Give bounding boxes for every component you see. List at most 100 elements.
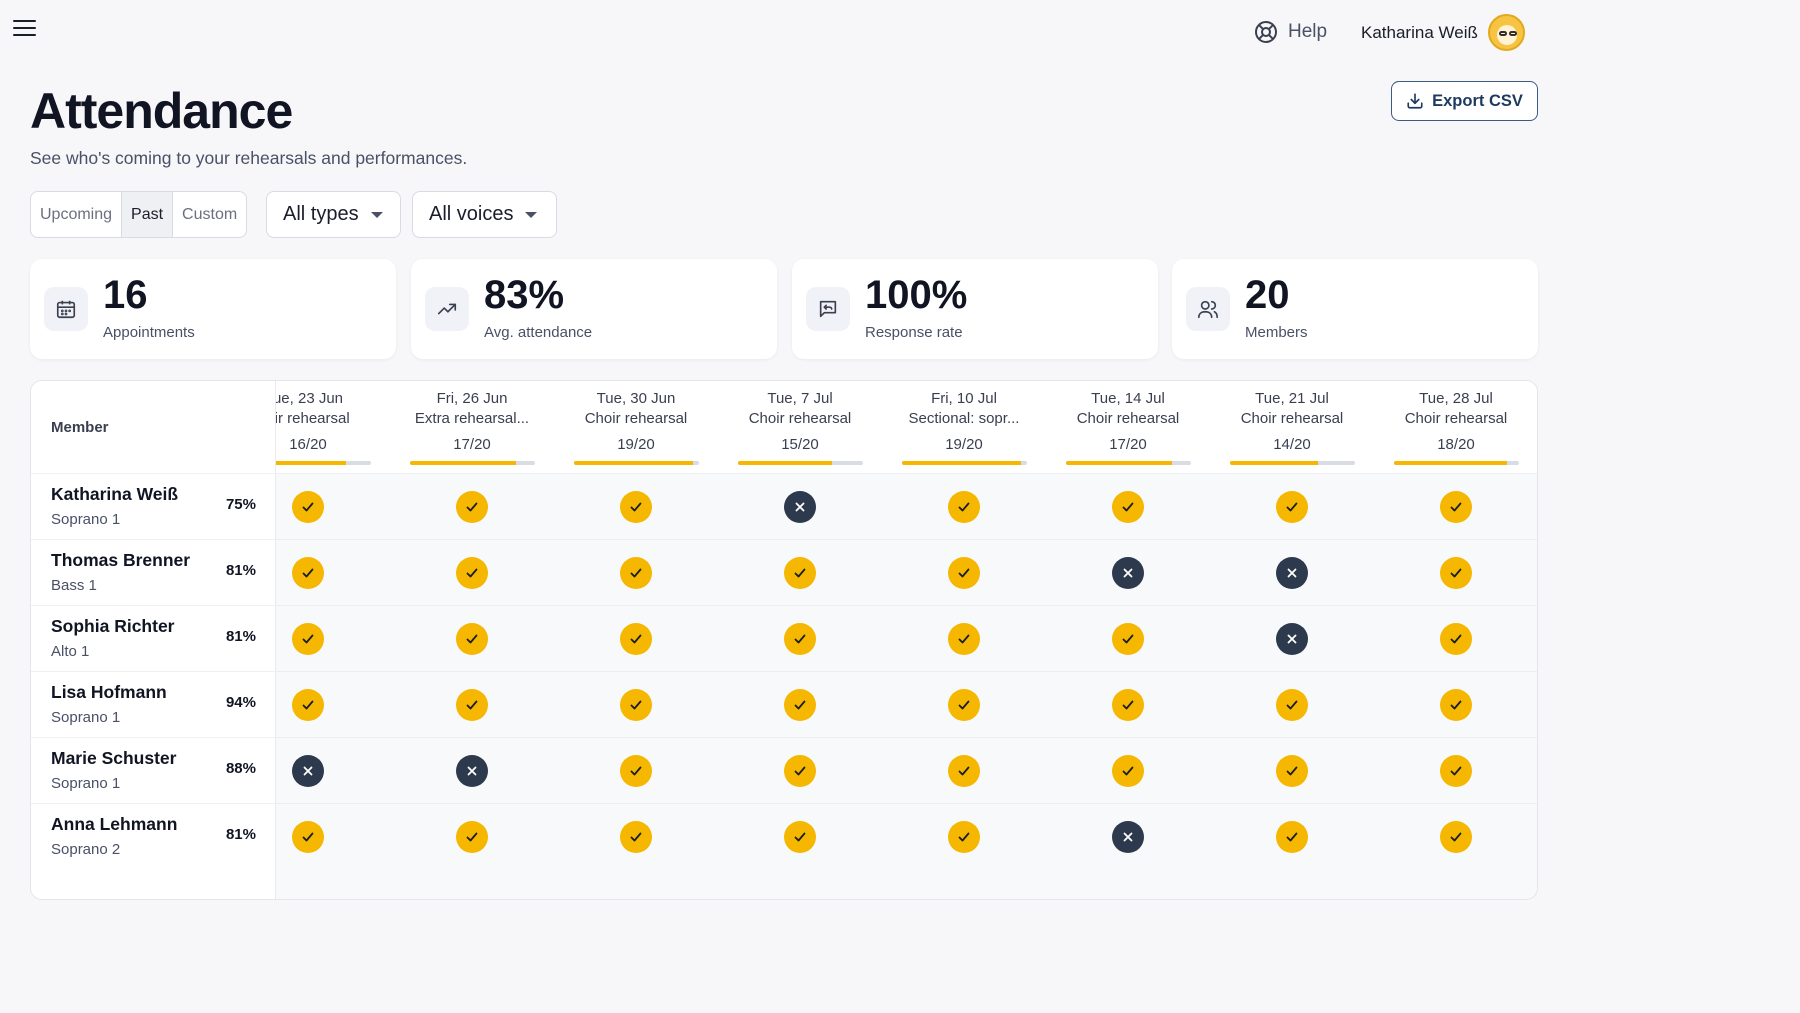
attendance-grid[interactable]: ue, 23 Jun oir rehearsal 16/20 Fri, 26 Jun E… [276,381,1537,899]
present-check-icon[interactable] [292,821,324,853]
event-count: 19/20 [617,436,655,453]
menu-icon[interactable] [13,20,36,38]
present-check-icon[interactable] [456,689,488,721]
present-check-icon[interactable] [292,689,324,721]
progress-fill [1394,461,1507,465]
present-check-icon[interactable] [784,623,816,655]
member-row[interactable]: Thomas Brenner Bass 1 81% [31,539,276,605]
event-date: Tue, 14 Jul [1091,390,1165,407]
stat-label: Members [1245,324,1308,341]
present-check-icon[interactable] [1276,755,1308,787]
present-check-icon[interactable] [1276,821,1308,853]
event-column-header[interactable]: Tue, 7 Jul Choir rehearsal 15/20 [718,381,882,473]
present-check-icon[interactable] [948,557,980,589]
tab-past[interactable]: Past [121,192,174,237]
present-check-icon[interactable] [948,623,980,655]
absent-x-icon[interactable] [1112,557,1144,589]
present-check-icon[interactable] [292,557,324,589]
present-check-icon[interactable] [620,755,652,787]
tab-upcoming[interactable]: Upcoming [40,206,113,223]
present-check-icon[interactable] [1112,689,1144,721]
event-column-header[interactable]: Tue, 30 Jun Choir rehearsal 19/20 [554,381,718,473]
attendance-progress-bar [1230,461,1355,465]
member-name: Lisa Hofmann [51,682,167,702]
present-check-icon[interactable] [620,821,652,853]
progress-fill [410,461,517,465]
export-csv-button[interactable]: Export CSV [1391,81,1538,121]
present-check-icon[interactable] [620,623,652,655]
attendance-row [276,803,1537,870]
present-check-icon[interactable] [1440,491,1472,523]
present-check-icon[interactable] [1112,491,1144,523]
user-menu[interactable]: Katharina Weiß [1361,14,1525,51]
member-row[interactable]: Anna Lehmann Soprano 2 81% [31,803,276,869]
present-check-icon[interactable] [456,557,488,589]
event-column-header[interactable]: Fri, 10 Jul Sectional: sopr... 19/20 [882,381,1046,473]
member-voice: Soprano 1 [51,511,121,528]
type-filter-select[interactable]: All types [266,191,401,238]
avatar [1487,14,1525,51]
absent-x-icon[interactable] [456,755,488,787]
present-check-icon[interactable] [948,821,980,853]
present-check-icon[interactable] [620,557,652,589]
chevron-down-icon [525,211,538,218]
absent-x-icon[interactable] [784,491,816,523]
absent-x-icon[interactable] [1276,623,1308,655]
present-check-icon[interactable] [1440,755,1472,787]
present-check-icon[interactable] [948,755,980,787]
event-column-header[interactable]: Tue, 21 Jul Choir rehearsal 14/20 [1210,381,1374,473]
attendance-cell [1046,474,1210,540]
event-column-header[interactable]: Fri, 26 Jun Extra rehearsal... 17/20 [390,381,554,473]
event-date: Tue, 21 Jul [1255,390,1329,407]
event-column-header[interactable]: Tue, 28 Jul Choir rehearsal 18/20 [1374,381,1537,473]
present-check-icon[interactable] [1440,821,1472,853]
attendance-cell [1374,804,1537,870]
present-check-icon[interactable] [1276,491,1308,523]
attendance-cell [276,540,390,606]
present-check-icon[interactable] [456,623,488,655]
member-row[interactable]: Katharina Weiß Soprano 1 75% [31,473,276,539]
present-check-icon[interactable] [1440,689,1472,721]
present-check-icon[interactable] [1112,755,1144,787]
present-check-icon[interactable] [456,491,488,523]
member-attendance-pct: 81% [225,562,256,579]
event-count: 18/20 [1437,436,1475,453]
member-row[interactable]: Marie Schuster Soprano 1 88% [31,737,276,803]
attendance-cell [1210,474,1374,540]
event-column-header[interactable]: ue, 23 Jun oir rehearsal 16/20 [276,381,390,473]
present-check-icon[interactable] [292,491,324,523]
present-check-icon[interactable] [784,557,816,589]
event-column-header[interactable]: Tue, 14 Jul Choir rehearsal 17/20 [1046,381,1210,473]
tab-custom[interactable]: Custom [182,206,238,223]
member-row[interactable]: Lisa Hofmann Soprano 1 94% [31,671,276,737]
stat-value: 20 [1245,273,1290,317]
attendance-cell [390,738,554,804]
present-check-icon[interactable] [784,821,816,853]
member-name: Thomas Brenner [51,550,191,570]
member-row[interactable]: Sophia Richter Alto 1 81% [31,605,276,671]
attendance-cell [390,540,554,606]
download-icon [1407,93,1423,109]
present-check-icon[interactable] [620,689,652,721]
attendance-row [276,605,1537,671]
present-check-icon[interactable] [948,491,980,523]
absent-x-icon[interactable] [1276,557,1308,589]
present-check-icon[interactable] [948,689,980,721]
present-check-icon[interactable] [620,491,652,523]
present-check-icon[interactable] [1440,557,1472,589]
member-attendance-pct: 81% [225,826,256,843]
help-link[interactable]: Help [1254,20,1327,44]
present-check-icon[interactable] [456,821,488,853]
attendance-cell [1210,540,1374,606]
attendance-cell [882,804,1046,870]
type-filter-value: All types [283,203,359,225]
absent-x-icon[interactable] [292,755,324,787]
present-check-icon[interactable] [784,755,816,787]
present-check-icon[interactable] [292,623,324,655]
absent-x-icon[interactable] [1112,821,1144,853]
present-check-icon[interactable] [1276,689,1308,721]
present-check-icon[interactable] [1112,623,1144,655]
present-check-icon[interactable] [1440,623,1472,655]
present-check-icon[interactable] [784,689,816,721]
voice-filter-select[interactable]: All voices [412,191,557,238]
